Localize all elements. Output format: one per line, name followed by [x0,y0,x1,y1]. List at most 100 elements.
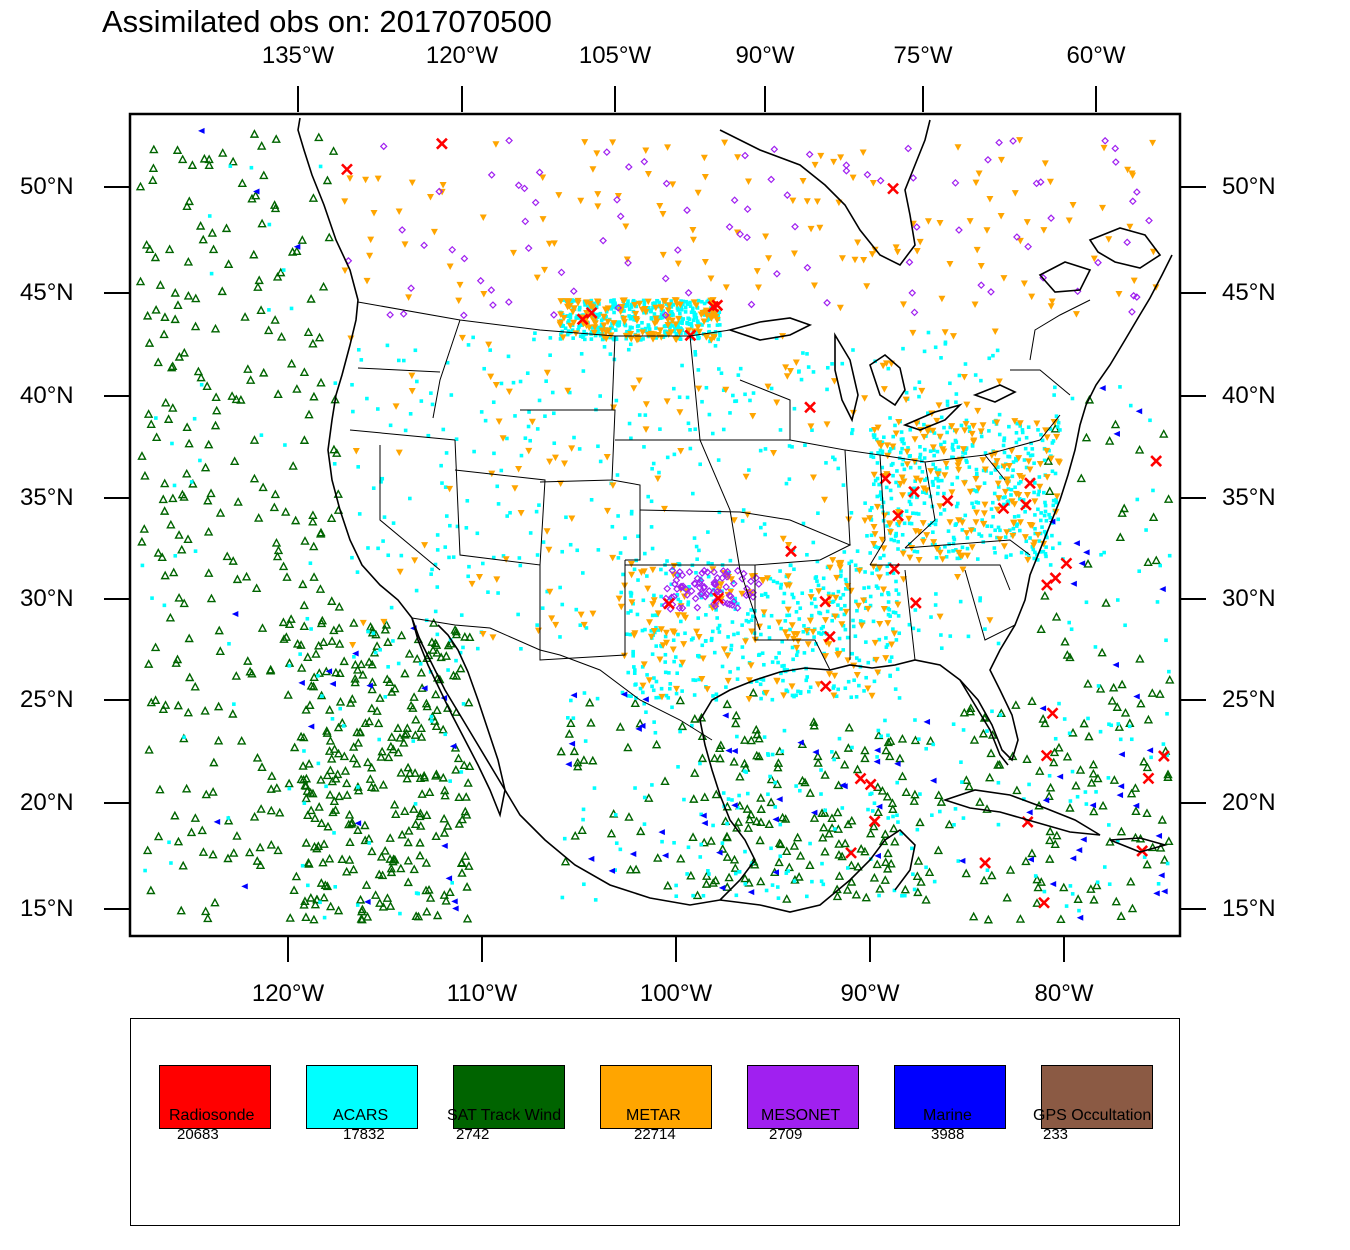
acars-marker [876,586,880,590]
sat-track-wind-marker [733,817,744,826]
sat-track-wind-marker [361,880,372,889]
metar-marker [886,521,894,528]
metar-marker [593,298,601,306]
sat-track-wind-marker [177,544,187,554]
metar-marker [589,166,597,173]
acars-marker [357,512,362,516]
acars-marker [987,429,991,433]
sat-track-wind-marker [365,774,376,783]
mesonet-marker [460,254,469,263]
sat-track-wind-marker [410,730,421,739]
acars-marker [836,603,840,607]
metar-marker [979,457,987,464]
sat-track-wind-marker [817,808,827,817]
metar-marker [694,189,702,197]
acars-marker [628,316,633,321]
acars-marker [736,631,740,636]
sat-track-wind-marker [457,814,467,824]
acars-marker [691,636,695,641]
marine-marker [1027,856,1034,863]
metar-marker [426,193,434,201]
sat-track-wind-marker [174,530,184,539]
metar-marker [555,192,563,199]
mesonet-marker [747,577,755,586]
acars-marker [810,879,814,884]
acars-marker [653,730,658,735]
sat-track-wind-marker [847,815,857,825]
sat-track-wind-marker [174,592,184,602]
sat-track-wind-marker [865,828,876,838]
left-lat-tick-label: 20°N [20,789,74,816]
acars-marker [1030,545,1035,549]
sat-track-wind-marker [172,654,183,664]
left-lat-tick-label: 30°N [20,585,74,612]
sat-track-wind-marker [273,389,283,398]
sat-track-wind-marker [1142,808,1152,818]
metar-marker [742,638,750,645]
acars-marker [938,809,942,814]
acars-marker [992,546,997,550]
sat-track-wind-marker [223,853,233,863]
acars-marker [1024,435,1029,440]
sat-track-wind-marker [232,831,242,840]
sat-track-wind-marker [207,228,218,237]
sat-track-wind-marker [888,804,898,813]
sat-track-wind-marker [245,375,256,384]
sat-track-wind-marker [623,742,633,752]
metar-marker [815,588,823,595]
acars-marker [933,466,938,470]
metar-marker [948,423,956,430]
sat-track-wind-marker [846,877,857,886]
sat-track-wind-marker [251,190,261,200]
sat-track-wind-marker [1136,698,1146,708]
acars-marker [754,679,759,683]
acars-marker [665,559,669,563]
radiosonde-marker [854,772,867,785]
acars-marker [744,618,749,623]
metar-marker [446,263,454,271]
sat-track-wind-marker [208,787,218,796]
acars-marker [902,521,907,526]
acars-marker [505,436,509,441]
sat-track-wind-marker [289,742,300,752]
acars-marker [820,861,824,866]
sat-track-wind-marker [446,638,456,648]
mesonet-marker [683,591,692,599]
metar-marker [654,332,662,339]
acars-marker [581,571,585,575]
acars-marker [796,601,800,605]
metar-marker [994,480,1002,488]
metar-marker [669,646,677,653]
sat-track-wind-marker [690,768,700,777]
metar-marker [955,517,963,524]
metar-marker [882,360,890,367]
acars-marker [877,637,882,642]
sat-track-wind-marker [453,753,464,763]
acars-marker [819,768,823,772]
metar-marker [918,387,926,395]
acars-marker [991,353,995,358]
acars-marker [989,524,994,529]
sat-track-wind-marker [172,145,183,154]
sat-track-wind-marker [145,244,155,253]
acars-marker [707,412,712,417]
marine-marker [701,820,708,827]
sat-track-wind-marker [362,911,373,921]
acars-marker [917,465,922,470]
acars-marker [983,451,988,455]
sat-track-wind-marker [740,735,750,744]
acars-marker [172,483,177,488]
sat-track-wind-marker [740,873,750,883]
metar-marker [1047,303,1055,310]
metar-marker [955,466,963,474]
sat-track-wind-marker [182,422,192,432]
sat-track-wind-marker [168,361,178,371]
acars-marker [259,433,264,437]
acars-marker [951,535,956,540]
sat-track-wind-marker [146,885,156,895]
acars-marker [798,690,803,694]
metar-marker [1016,519,1024,526]
acars-marker [869,506,874,510]
sat-track-wind-marker [1086,884,1096,893]
sat-track-wind-marker [403,837,413,847]
